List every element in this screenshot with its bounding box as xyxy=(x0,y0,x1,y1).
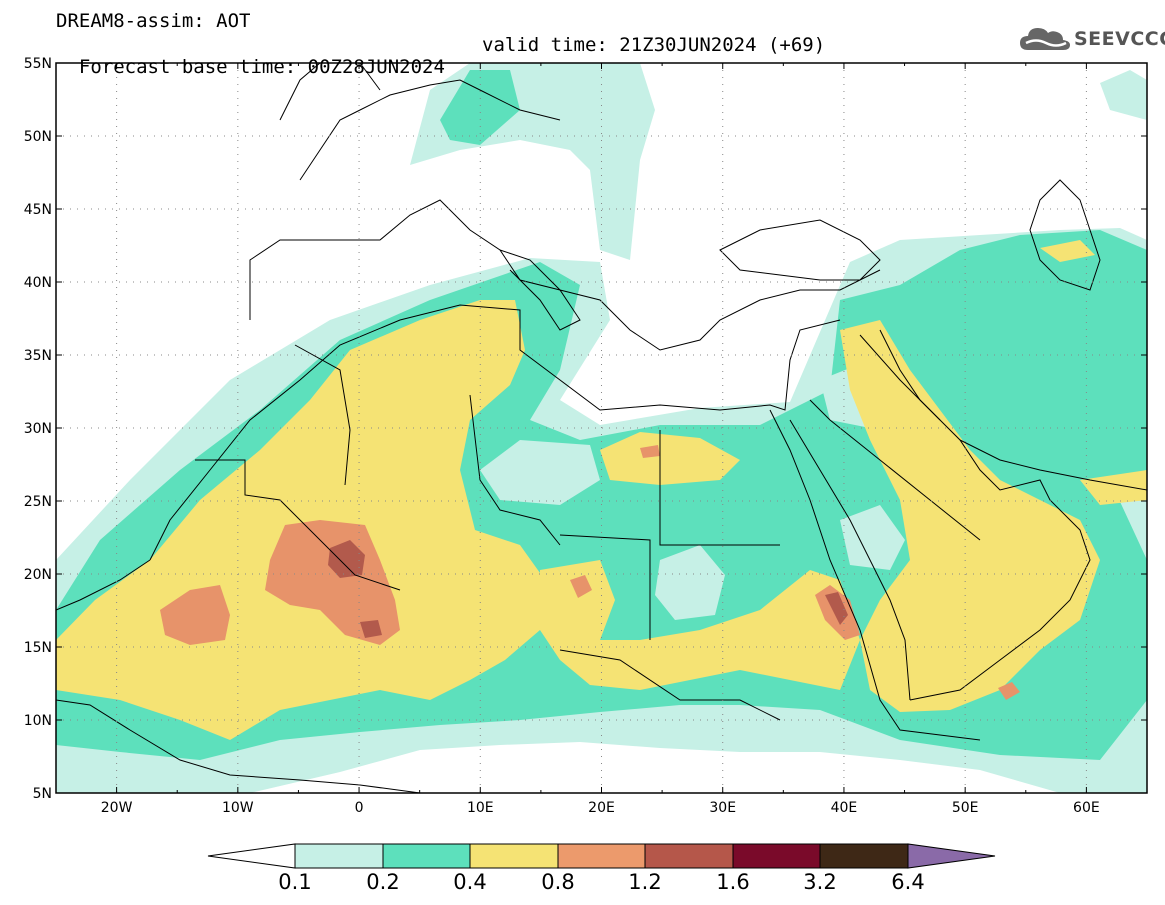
colorbar-label: 0.2 xyxy=(366,870,400,894)
lat-label: 50N xyxy=(24,129,52,145)
colorbar-label: 1.2 xyxy=(628,870,662,894)
lat-label: 5N xyxy=(33,786,52,802)
lon-label: 20W xyxy=(101,800,133,816)
aot-contour-0.4-arabia xyxy=(840,320,1100,712)
colorbar-box xyxy=(732,843,821,869)
colorbar-box xyxy=(382,843,471,869)
axis-ticks: 55N 50N 45N 40N 35N 30N 25N 20N 15N 10N 5N 20W 10W 0 1… xyxy=(24,56,1148,816)
aot-contour-0.4-sahel xyxy=(540,560,860,690)
colorbar-box xyxy=(294,843,384,869)
lon-label: 10W xyxy=(222,800,254,816)
colorbar-box xyxy=(469,843,559,869)
aot-contour-0.8-mauritania xyxy=(160,585,230,645)
colorbar-over-arrow xyxy=(907,843,996,869)
lon-label: 10E xyxy=(467,800,494,816)
coastlines xyxy=(56,63,1147,793)
aot-contour-0.4-egypt xyxy=(600,432,740,485)
lon-label: 20E xyxy=(588,800,615,816)
gridlines xyxy=(56,63,1147,793)
aot-contour-1.2-eritrea xyxy=(825,592,848,625)
colorbar-under-arrow xyxy=(207,843,296,869)
lat-label: 30N xyxy=(24,421,52,437)
colorbar xyxy=(207,843,996,869)
colorbar-label: 1.6 xyxy=(716,870,750,894)
aot-contour-0.1-iran xyxy=(1100,70,1147,120)
aot-contour-0.2-germany xyxy=(440,70,520,145)
colorbar-label: 3.2 xyxy=(803,870,837,894)
aot-light-patch-libya xyxy=(480,440,600,505)
colorbar-box xyxy=(819,843,909,869)
colorbar-label: 0.4 xyxy=(453,870,487,894)
lon-label: 30E xyxy=(709,800,736,816)
lat-label: 10N xyxy=(24,713,52,729)
aot-contour-0.4-east xyxy=(1080,470,1147,505)
forecast-times: Forecast base time: 00Z28JUN2024 valid t… xyxy=(56,34,825,100)
base-time: Forecast base time: 00Z28JUN2024 xyxy=(78,56,445,78)
valid-time: valid time: 21Z30JUN2024 (+69) xyxy=(482,34,826,56)
lon-label: 50E xyxy=(952,800,979,816)
aot-contour-0.8-oman xyxy=(998,682,1020,700)
lat-label: 15N xyxy=(24,640,52,656)
colorbar-label: 0.8 xyxy=(541,870,575,894)
aot-contour-0.1-north xyxy=(410,63,655,260)
lat-label: 25N xyxy=(24,494,52,510)
lat-label: 35N xyxy=(24,348,52,364)
aot-contour-0.8-mali xyxy=(265,520,400,645)
colorbar-label: 6.4 xyxy=(891,870,925,894)
colorbar-box xyxy=(557,843,646,869)
aot-field xyxy=(56,63,1147,793)
cloud-icon xyxy=(1020,28,1070,50)
map-title: DREAM8-assim: AOT xyxy=(56,10,251,32)
lon-label: 0 xyxy=(355,800,364,816)
aot-contour-0.8-egypt xyxy=(640,445,660,458)
lat-label: 55N xyxy=(24,56,52,72)
aot-light-patch-gulf xyxy=(840,505,905,570)
aot-light-patch-chad xyxy=(655,545,725,620)
lon-label: 40E xyxy=(831,800,858,816)
lat-label: 20N xyxy=(24,567,52,583)
lat-label: 40N xyxy=(24,275,52,291)
aot-contour-1.2-mali xyxy=(328,540,365,578)
colorbar-label: 0.1 xyxy=(278,870,312,894)
aot-contour-0.8-niger xyxy=(570,575,592,598)
aot-contour-1.2-mali-south xyxy=(360,620,382,638)
aot-contour-0.4-caspian xyxy=(1040,240,1095,262)
lat-label: 45N xyxy=(24,202,52,218)
seevccc-logo: SEEVCCC xyxy=(1018,22,1165,56)
colorbar-box xyxy=(644,843,734,869)
logo-text: SEEVCCC xyxy=(1074,28,1165,50)
lon-label: 60E xyxy=(1073,800,1100,816)
